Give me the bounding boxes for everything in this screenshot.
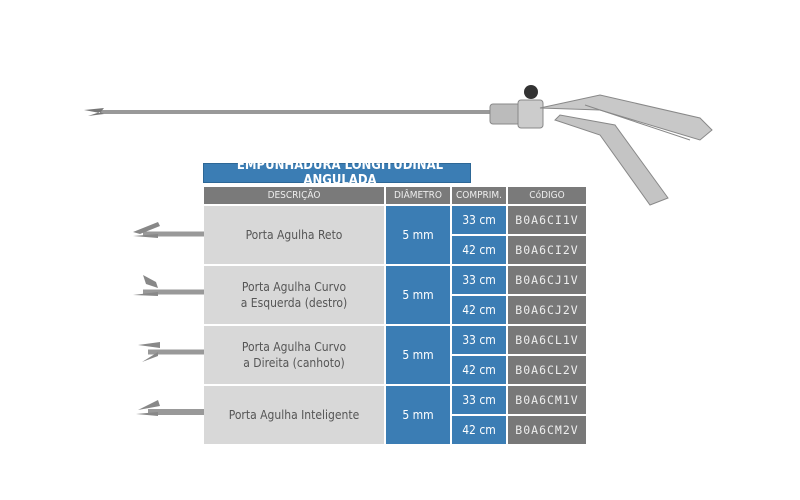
description-line-1: Porta Agulha Reto <box>245 228 343 242</box>
length-cell: 42 cm <box>452 296 506 324</box>
table-title: EMPUNHADURA LONGITUDINAL ANGULADA <box>203 158 471 188</box>
description-line-2: a Esquerda (destro) <box>240 296 348 310</box>
description-line-2: a Direita (canhoto) <box>243 356 345 370</box>
length-cell: 42 cm <box>452 236 506 264</box>
length-cell: 33 cm <box>452 326 506 354</box>
length-cell: 33 cm <box>452 386 506 414</box>
table-row-description: Porta Agulha Inteligente <box>204 386 384 444</box>
instrument-tip-curved-left <box>133 275 208 296</box>
header-description: DESCRIÇÃO <box>204 187 384 204</box>
description-line-1: Porta Agulha Curvo <box>241 280 347 294</box>
instrument-tip-curved-right <box>138 342 208 362</box>
instrument-tip-intelligent <box>136 400 208 416</box>
code-cell: B0A6CL2V <box>508 356 586 384</box>
code-cell: B0A6CI2V <box>508 236 586 264</box>
table-row-description: Porta Agulha Curvo a Direita (canhoto) <box>204 326 384 384</box>
header-diameter: DIÂMETRO <box>386 187 450 204</box>
table-row-description: Porta Agulha Curvo a Esquerda (destro) <box>204 266 384 324</box>
code-cell: B0A6CJ2V <box>508 296 586 324</box>
diameter-cell: 5 mm <box>386 266 450 324</box>
code-cell: B0A6CM2V <box>508 416 586 444</box>
header-code: CóDIGO <box>508 187 586 204</box>
table-row-description: Porta Agulha Reto <box>204 206 384 264</box>
description-line-1: Porta Agulha Inteligente <box>228 408 360 422</box>
description-line-1: Porta Agulha Curvo <box>241 340 347 354</box>
code-cell: B0A6CL1V <box>508 326 586 354</box>
length-cell: 42 cm <box>452 356 506 384</box>
length-cell: 33 cm <box>452 206 506 234</box>
instrument-tip-straight <box>133 222 208 238</box>
length-cell: 33 cm <box>452 266 506 294</box>
length-cell: 42 cm <box>452 416 506 444</box>
code-cell: B0A6CM1V <box>508 386 586 414</box>
code-cell: B0A6CJ1V <box>508 266 586 294</box>
diameter-cell: 5 mm <box>386 326 450 384</box>
diameter-cell: 5 mm <box>386 386 450 444</box>
diameter-cell: 5 mm <box>386 206 450 264</box>
header-length: COMPRIM. <box>452 187 506 204</box>
code-cell: B0A6CI1V <box>508 206 586 234</box>
